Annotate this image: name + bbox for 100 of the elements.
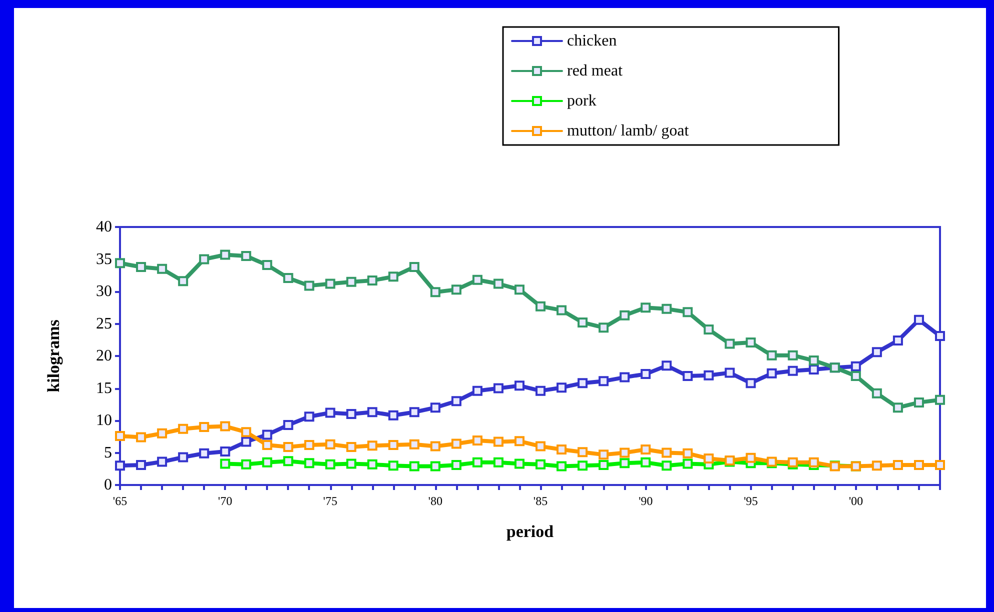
legend-label: red meat — [567, 62, 624, 80]
point — [682, 448, 693, 458]
point — [808, 364, 819, 375]
point — [640, 369, 651, 380]
point — [662, 448, 672, 458]
y-tick-label: 10 — [96, 412, 112, 429]
point — [409, 461, 420, 472]
point — [115, 258, 125, 268]
point — [598, 376, 609, 386]
point — [850, 370, 861, 381]
point — [178, 276, 188, 286]
point — [178, 452, 188, 462]
point — [430, 287, 440, 298]
point — [262, 260, 272, 270]
legend-label: mutton/ lamb/ goat — [567, 122, 690, 140]
point — [220, 250, 230, 260]
point — [514, 458, 524, 469]
point — [346, 442, 356, 452]
point — [766, 368, 777, 378]
point — [640, 457, 651, 468]
y-tick-label: 30 — [96, 283, 112, 300]
point — [262, 440, 272, 450]
point — [451, 460, 462, 470]
point — [220, 421, 230, 432]
point — [682, 458, 693, 469]
point — [578, 447, 588, 458]
point — [304, 440, 314, 450]
x-tick-label: '65 — [112, 494, 128, 508]
point — [662, 304, 672, 314]
point — [430, 402, 440, 413]
point — [704, 370, 714, 380]
point — [136, 460, 146, 470]
point — [682, 307, 693, 318]
point — [704, 324, 714, 335]
point — [788, 350, 798, 360]
y-tick-label: 40 — [96, 218, 112, 236]
point — [346, 458, 356, 469]
point — [578, 378, 588, 388]
point — [304, 458, 314, 468]
point — [304, 280, 314, 291]
point — [304, 412, 314, 422]
point — [850, 361, 861, 372]
point — [472, 457, 482, 468]
point — [199, 422, 210, 432]
point — [556, 461, 567, 472]
point — [892, 402, 903, 413]
point — [409, 439, 420, 450]
point — [388, 460, 398, 471]
point — [514, 380, 524, 391]
point — [115, 430, 125, 441]
point — [241, 436, 252, 447]
x-tick-label: '80 — [428, 494, 442, 508]
y-tick-label: 25 — [96, 315, 112, 332]
y-tick-label: 5 — [104, 444, 112, 462]
point — [388, 440, 398, 450]
point — [493, 436, 504, 447]
point — [746, 378, 756, 388]
point — [262, 430, 272, 440]
point — [220, 446, 230, 456]
y-axis-title: kilograms — [44, 319, 63, 392]
point — [493, 278, 504, 289]
point — [620, 448, 630, 458]
point — [367, 276, 378, 286]
point — [283, 420, 294, 430]
point — [620, 372, 630, 382]
point — [536, 386, 546, 396]
point — [430, 461, 440, 472]
point — [409, 407, 420, 418]
point — [241, 427, 252, 438]
point — [536, 459, 546, 470]
point — [472, 435, 482, 446]
x-axis-title: period — [506, 522, 554, 541]
point — [157, 456, 168, 467]
point — [241, 251, 252, 262]
point — [325, 439, 336, 450]
legend-label: chicken — [567, 32, 617, 50]
y-tick-label: 35 — [96, 250, 112, 268]
point — [220, 458, 230, 469]
point — [620, 458, 630, 468]
point — [598, 460, 609, 470]
x-tick-label: '75 — [323, 494, 338, 508]
point — [199, 254, 210, 264]
point — [598, 322, 609, 333]
point — [556, 305, 567, 316]
point — [157, 264, 168, 274]
point — [514, 284, 524, 295]
point — [325, 459, 336, 470]
point — [724, 338, 735, 349]
point — [808, 356, 819, 366]
x-tick-label: '90 — [638, 494, 653, 508]
point — [115, 460, 125, 471]
point — [704, 454, 714, 464]
point — [640, 302, 651, 313]
point — [325, 278, 336, 289]
point — [262, 457, 272, 468]
point — [283, 456, 294, 466]
point — [892, 460, 903, 470]
point — [178, 424, 188, 434]
point — [620, 310, 630, 320]
point — [662, 360, 672, 371]
